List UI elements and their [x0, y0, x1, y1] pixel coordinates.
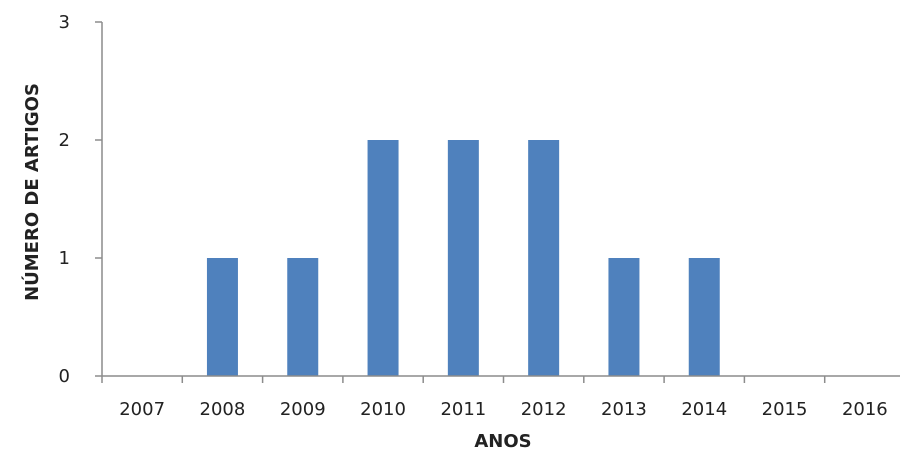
x-tick-label: 2014: [681, 399, 727, 420]
x-tick-label: 2007: [119, 399, 165, 420]
bars-group: [206, 140, 720, 376]
bar-2008: [206, 258, 238, 376]
bar-2014: [688, 258, 720, 376]
x-tick-label: 2016: [842, 399, 888, 420]
y-tick-label: 3: [59, 12, 70, 33]
x-tick-label: 2012: [521, 399, 567, 420]
bar-2010: [367, 140, 399, 376]
x-tick-label: 2011: [440, 399, 486, 420]
y-tick-label: 0: [59, 366, 70, 387]
y-tick-label: 2: [59, 130, 70, 151]
x-ticks-group: 2007 2008 2009 2010 2011 2012 2013 2014 2015 2016: [101, 376, 888, 420]
bar-2011: [447, 140, 479, 376]
y-axis-title: NÚMERO DE ARTIGOS: [21, 83, 43, 301]
x-tick-label: 2010: [360, 399, 406, 420]
bar-2012: [528, 140, 560, 376]
y-tick-label: 1: [59, 248, 70, 269]
bar-2009: [287, 258, 319, 376]
x-tick-label: 2008: [200, 399, 246, 420]
x-tick-label: 2009: [280, 399, 326, 420]
bar-2013: [608, 258, 640, 376]
y-ticks-group: 0 1 2 3: [59, 12, 102, 387]
x-axis-title: ANOS: [474, 431, 531, 452]
x-tick-label: 2013: [601, 399, 647, 420]
x-tick-label: 2015: [762, 399, 808, 420]
